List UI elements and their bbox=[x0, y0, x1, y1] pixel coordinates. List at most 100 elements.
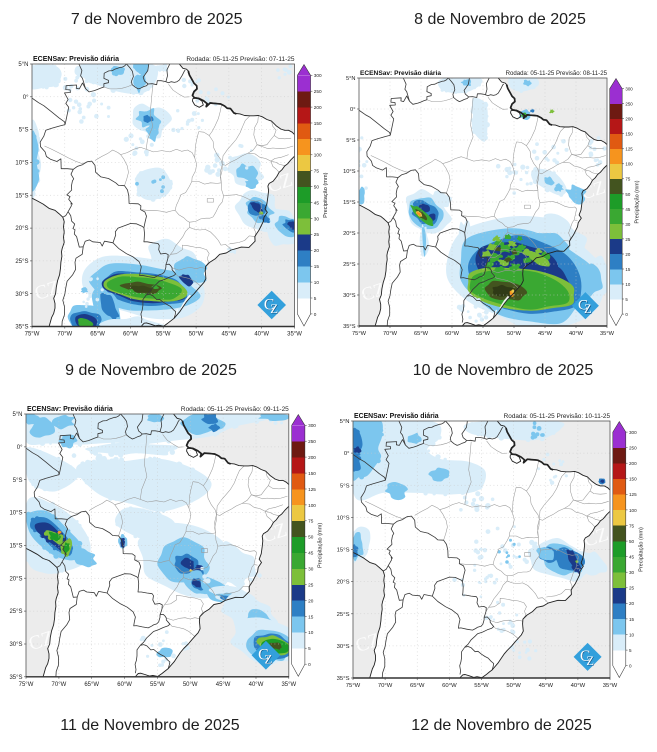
svg-text:20: 20 bbox=[625, 252, 630, 257]
svg-text:40°W: 40°W bbox=[569, 331, 584, 337]
svg-text:125: 125 bbox=[625, 147, 633, 152]
svg-text:C: C bbox=[580, 648, 590, 665]
svg-text:Z: Z bbox=[265, 653, 273, 667]
svg-text:25: 25 bbox=[625, 237, 630, 242]
svg-text:20°S: 20°S bbox=[336, 580, 349, 586]
svg-text:5°S: 5°S bbox=[13, 478, 23, 484]
svg-text:10: 10 bbox=[308, 630, 314, 635]
svg-text:ECENSav: Previsão diária: ECENSav: Previsão diária bbox=[33, 56, 119, 63]
svg-text:45: 45 bbox=[314, 200, 320, 205]
svg-text:65°W: 65°W bbox=[410, 683, 425, 689]
svg-text:45: 45 bbox=[625, 207, 630, 212]
svg-text:100: 100 bbox=[625, 162, 633, 167]
svg-text:35°S: 35°S bbox=[336, 676, 349, 682]
svg-text:25°S: 25°S bbox=[10, 609, 23, 615]
svg-text:55°W: 55°W bbox=[476, 331, 491, 337]
svg-text:150: 150 bbox=[629, 477, 637, 482]
svg-text:150: 150 bbox=[314, 120, 322, 125]
svg-text:C: C bbox=[264, 296, 274, 313]
svg-text:125: 125 bbox=[308, 487, 316, 492]
svg-text:0: 0 bbox=[625, 312, 628, 317]
svg-text:300: 300 bbox=[314, 73, 322, 78]
svg-text:45: 45 bbox=[308, 551, 314, 556]
svg-text:C: C bbox=[259, 647, 270, 664]
svg-text:70°W: 70°W bbox=[383, 331, 398, 337]
svg-text:125: 125 bbox=[629, 492, 637, 497]
svg-text:C: C bbox=[578, 298, 588, 314]
svg-text:0°: 0° bbox=[17, 445, 23, 451]
svg-text:10°S: 10°S bbox=[336, 516, 349, 522]
svg-text:15: 15 bbox=[629, 617, 635, 622]
svg-text:15°S: 15°S bbox=[336, 548, 349, 554]
svg-text:70°W: 70°W bbox=[52, 682, 67, 688]
svg-text:5°N: 5°N bbox=[339, 419, 349, 425]
svg-text:0: 0 bbox=[314, 311, 317, 316]
svg-text:C: C bbox=[580, 649, 590, 666]
svg-text:300: 300 bbox=[625, 87, 633, 92]
svg-text:75: 75 bbox=[625, 177, 630, 182]
svg-text:Precipitação (mm): Precipitação (mm) bbox=[323, 172, 329, 218]
svg-text:20°S: 20°S bbox=[343, 231, 356, 237]
svg-text:20: 20 bbox=[308, 598, 314, 603]
svg-text:40°W: 40°W bbox=[570, 683, 585, 689]
svg-text:10°S: 10°S bbox=[343, 169, 356, 175]
svg-text:Z: Z bbox=[265, 652, 273, 666]
svg-text:20°S: 20°S bbox=[10, 576, 23, 582]
svg-text:35°W: 35°W bbox=[282, 682, 297, 688]
svg-text:Z: Z bbox=[586, 654, 594, 668]
svg-text:35°S: 35°S bbox=[15, 324, 28, 330]
svg-text:15: 15 bbox=[314, 264, 320, 269]
svg-text:Precipitação (mm): Precipitação (mm) bbox=[638, 527, 644, 572]
svg-text:25°S: 25°S bbox=[343, 262, 356, 268]
svg-text:200: 200 bbox=[629, 461, 637, 466]
svg-text:50°W: 50°W bbox=[183, 682, 198, 688]
svg-text:50°W: 50°W bbox=[506, 683, 521, 689]
svg-text:Rodada: 05-11-25 Previsão: 10-: Rodada: 05-11-25 Previsão: 10-11-25 bbox=[503, 413, 610, 420]
svg-text:45°W: 45°W bbox=[216, 682, 231, 688]
svg-text:Z: Z bbox=[271, 302, 279, 316]
svg-text:200: 200 bbox=[625, 117, 633, 122]
svg-text:250: 250 bbox=[629, 446, 637, 451]
svg-text:60°W: 60°W bbox=[117, 682, 132, 688]
svg-text:0°: 0° bbox=[23, 94, 29, 100]
svg-text:35°S: 35°S bbox=[10, 675, 23, 681]
svg-text:25: 25 bbox=[308, 582, 314, 587]
svg-text:45: 45 bbox=[629, 555, 635, 560]
svg-text:45°W: 45°W bbox=[222, 331, 237, 337]
svg-text:30: 30 bbox=[629, 570, 635, 575]
svg-text:0°: 0° bbox=[350, 107, 355, 113]
svg-text:45°W: 45°W bbox=[538, 683, 553, 689]
svg-text:60°W: 60°W bbox=[442, 683, 457, 689]
svg-text:150: 150 bbox=[625, 132, 633, 137]
svg-text:Precipitação (mm): Precipitação (mm) bbox=[318, 523, 324, 568]
svg-text:15: 15 bbox=[308, 614, 314, 619]
svg-text:5°S: 5°S bbox=[346, 138, 355, 144]
svg-text:0: 0 bbox=[629, 664, 632, 669]
svg-text:50: 50 bbox=[308, 535, 314, 540]
svg-text:300: 300 bbox=[308, 423, 316, 428]
svg-text:100: 100 bbox=[314, 152, 322, 157]
svg-text:ECENSav: Previsão diária: ECENSav: Previsão diária bbox=[354, 413, 439, 420]
svg-text:200: 200 bbox=[308, 455, 316, 460]
svg-text:65°W: 65°W bbox=[85, 682, 100, 688]
svg-text:75°W: 75°W bbox=[19, 682, 34, 688]
svg-text:35°S: 35°S bbox=[343, 324, 356, 330]
svg-text:0°: 0° bbox=[344, 451, 350, 457]
svg-text:100: 100 bbox=[629, 508, 637, 513]
svg-text:5: 5 bbox=[629, 648, 632, 653]
svg-text:250: 250 bbox=[308, 439, 316, 444]
svg-text:10°S: 10°S bbox=[10, 511, 23, 517]
svg-text:5: 5 bbox=[308, 646, 311, 651]
svg-text:30°S: 30°S bbox=[15, 291, 28, 297]
svg-text:20°S: 20°S bbox=[15, 226, 28, 232]
svg-text:ECENSav: Previsão diária: ECENSav: Previsão diária bbox=[360, 70, 441, 77]
svg-text:Z: Z bbox=[584, 303, 591, 317]
svg-text:75: 75 bbox=[629, 523, 635, 528]
svg-text:40°W: 40°W bbox=[249, 682, 264, 688]
svg-text:C: C bbox=[578, 298, 588, 314]
svg-text:15: 15 bbox=[625, 267, 630, 272]
svg-text:75: 75 bbox=[314, 168, 320, 173]
svg-text:50: 50 bbox=[625, 192, 630, 197]
svg-text:Z: Z bbox=[584, 302, 591, 316]
svg-text:20: 20 bbox=[314, 248, 320, 253]
